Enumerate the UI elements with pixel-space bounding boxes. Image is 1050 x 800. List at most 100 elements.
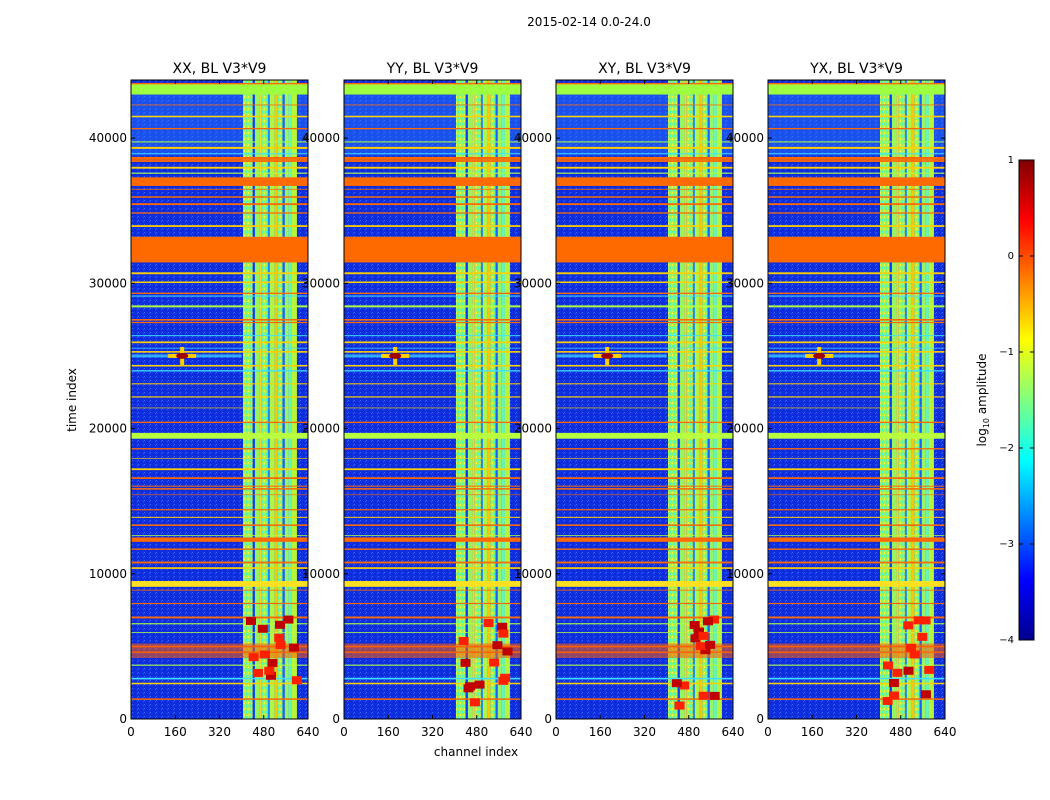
rfi-time-line xyxy=(556,524,733,526)
rfi-time-line xyxy=(131,458,308,459)
rfi-time-line xyxy=(768,261,945,263)
saturated-band xyxy=(344,177,521,185)
bright-band xyxy=(556,537,733,542)
rfi-hotspot xyxy=(497,622,508,631)
rfi-time-line xyxy=(556,272,733,275)
rfi-time-line xyxy=(344,524,521,526)
rfi-column xyxy=(709,80,714,719)
rfi-hotspot xyxy=(274,620,285,629)
y-tick-label: 10000 xyxy=(514,567,552,581)
colorbar-ticks: 1 0 −1 −2 −3 −4 xyxy=(999,155,1034,646)
x-tick-label: 480 xyxy=(252,725,275,739)
bright-band xyxy=(768,581,945,587)
rfi-time-line xyxy=(556,664,733,666)
rfi-time-line xyxy=(768,421,945,424)
rfi-time-line xyxy=(344,292,521,295)
rfi-time-line xyxy=(131,623,308,625)
rfi-time-line xyxy=(344,664,521,666)
rfi-time-line xyxy=(131,160,308,162)
rfi-time-line xyxy=(131,616,308,619)
rfi-hotspot xyxy=(694,627,705,636)
rfi-time-line xyxy=(556,488,733,490)
panel-title: XY, BL V3*V9 xyxy=(598,61,691,77)
bright-band xyxy=(131,432,308,439)
colorbar-label-rest: amplitude xyxy=(975,354,989,418)
rfi-column xyxy=(707,80,710,719)
colorbar-tick-label: −1 xyxy=(999,347,1014,358)
rfi-time-line xyxy=(131,272,308,275)
panel-image xyxy=(344,80,521,719)
bright-band xyxy=(768,84,945,95)
rfi-time-line xyxy=(131,664,308,666)
rfi-time-line xyxy=(131,166,308,169)
panels: XX, BL V3*V9 0 160 320 480 640 0 10000 20000 3000… xyxy=(89,61,957,739)
rfi-time-line xyxy=(344,305,521,308)
rfi-column xyxy=(898,80,905,719)
figure-suptitle: 2015-02-14 0.0-24.0 xyxy=(527,15,651,29)
rfi-column xyxy=(252,80,255,719)
rfi-time-line xyxy=(131,188,308,190)
rfi-time-line xyxy=(768,281,945,284)
rfi-time-line xyxy=(344,318,521,321)
colorbar-gradient xyxy=(1018,159,1035,641)
rfi-column xyxy=(919,80,922,719)
rfi-time-line xyxy=(556,407,733,409)
rfi-column xyxy=(699,80,703,719)
bright-band xyxy=(344,537,521,542)
rfi-time-line xyxy=(556,212,733,214)
rfi-time-line xyxy=(344,364,521,367)
rfi-time-line xyxy=(556,203,733,206)
rfi-time-line xyxy=(344,632,521,633)
rfi-time-line xyxy=(344,203,521,206)
rfi-time-line xyxy=(768,318,945,321)
rfi-time-line xyxy=(344,127,521,130)
x-tick-label: 640 xyxy=(722,725,745,739)
rfi-hotspot xyxy=(671,679,682,688)
y-tick-label: 30000 xyxy=(514,276,552,290)
rfi-time-line xyxy=(556,623,733,625)
x-tick-label: 320 xyxy=(845,725,868,739)
rfi-time-line xyxy=(768,383,945,385)
saturated-band xyxy=(344,643,521,659)
rfi-hotspot xyxy=(257,624,268,633)
rfi-hotspot xyxy=(920,690,931,699)
colorbar-label: log10 amplitude xyxy=(975,354,991,447)
rfi-column xyxy=(906,80,912,719)
rfi-time-line xyxy=(344,321,521,324)
rfi-time-line xyxy=(768,225,945,227)
rfi-time-line xyxy=(556,295,733,297)
rfi-time-line xyxy=(556,682,733,685)
rfi-column xyxy=(504,80,510,719)
rfi-time-line xyxy=(344,212,521,214)
rfi-hotspot xyxy=(267,658,278,667)
rfi-time-line xyxy=(768,166,945,169)
rfi-time-line xyxy=(556,160,733,162)
x-tick-label: 480 xyxy=(889,725,912,739)
rfi-time-line xyxy=(344,602,521,605)
rfi-time-line xyxy=(768,548,945,550)
rfi-time-line xyxy=(768,488,945,490)
bright-band xyxy=(131,84,308,95)
rfi-time-line xyxy=(556,370,733,372)
rfi-time-line xyxy=(344,535,521,536)
rfi-time-line xyxy=(131,468,308,471)
rfi-hotspot xyxy=(674,701,685,710)
x-tick-label: 640 xyxy=(934,725,957,739)
rfi-time-line xyxy=(768,305,945,308)
rfi-time-line xyxy=(768,535,945,536)
rfi-column xyxy=(291,80,297,719)
rfi-time-line xyxy=(344,448,521,450)
rfi-time-line xyxy=(344,468,521,471)
colorbar: 10−1−2−3−4 log10 amplitude xyxy=(975,155,1035,646)
rfi-time-line xyxy=(344,516,521,518)
rfi-time-line xyxy=(131,370,308,372)
rfi-column xyxy=(277,80,283,719)
rfi-hotspot xyxy=(275,641,286,650)
rfi-time-line xyxy=(344,589,521,591)
rfi-time-line xyxy=(131,347,308,349)
rfi-time-line xyxy=(768,188,945,190)
x-tick-label: 640 xyxy=(510,725,533,739)
rfi-time-line xyxy=(556,494,733,496)
rfi-time-line xyxy=(556,225,733,227)
rfi-time-line xyxy=(556,172,733,174)
